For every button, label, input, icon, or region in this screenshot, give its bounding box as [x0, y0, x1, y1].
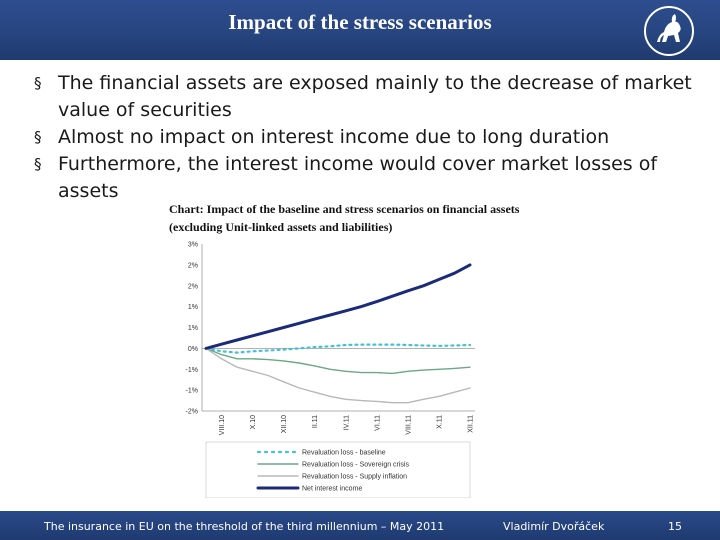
- bullet-item: Almost no impact on interest income due …: [34, 124, 714, 151]
- y-tick-label: 3%: [188, 242, 198, 249]
- legend-label: Revaluation loss - Sovereign crisis: [302, 462, 409, 469]
- bullet-item: Furthermore, the interest income would c…: [34, 151, 714, 205]
- y-tick-label: 1%: [188, 325, 198, 332]
- footer-author: Vladimír Dvořáček: [503, 520, 605, 533]
- series-line: [204, 343, 472, 354]
- y-tick-label: 2%: [188, 262, 198, 269]
- y-tick-label: 1%: [188, 304, 198, 311]
- institution-logo-icon: [644, 6, 694, 56]
- footer-conference-text: The insurance in EU on the threshold of …: [44, 520, 445, 533]
- x-tick-label: VIII.10: [219, 415, 226, 435]
- x-tick-label: IV.11: [343, 415, 350, 430]
- chart-caption: Chart: Impact of the baseline and stress…: [169, 202, 520, 234]
- stress-scenario-chart: 3% 2% 2% 1% 1% 0% -1% -1% -2% VIII.10 X.10 XII.10 II…: [186, 242, 475, 498]
- y-tick-label: -1%: [186, 367, 198, 374]
- y-tick-label: -1%: [186, 388, 198, 395]
- series-line: [205, 347, 471, 375]
- x-tick-label: X.11: [436, 415, 443, 429]
- x-tick-label: XII.10: [281, 415, 288, 433]
- y-tick-label: -2%: [186, 409, 198, 416]
- y-tick-label: 0%: [188, 346, 198, 353]
- bullet-list: The financial assets are exposed mainly …: [34, 70, 714, 205]
- slide-title: Impact of the stress scenarios: [228, 10, 492, 34]
- series-line: [204, 263, 472, 350]
- y-tick-label: 2%: [188, 283, 198, 290]
- series-line: [205, 347, 471, 404]
- header-bar: Impact of the stress scenarios: [0, 0, 720, 60]
- x-tick-label: VI.11: [374, 415, 381, 431]
- footer-page-number: 15: [668, 520, 682, 533]
- x-tick-label: XII.11: [468, 415, 475, 433]
- x-tick-label: II.11: [312, 415, 319, 428]
- footer-bar: The insurance in EU on the threshold of …: [0, 511, 720, 540]
- legend-label: Revaluation loss - Supply inflation: [302, 474, 407, 481]
- legend-box: [205, 441, 471, 498]
- legend-label: Revaluation loss - baseline: [302, 450, 386, 457]
- legend-label: Net interest income: [302, 486, 362, 493]
- x-tick-label: X.10: [250, 415, 257, 430]
- x-tick-label: VIII.11: [405, 415, 412, 435]
- bullet-item: The financial assets are exposed mainly …: [34, 70, 714, 124]
